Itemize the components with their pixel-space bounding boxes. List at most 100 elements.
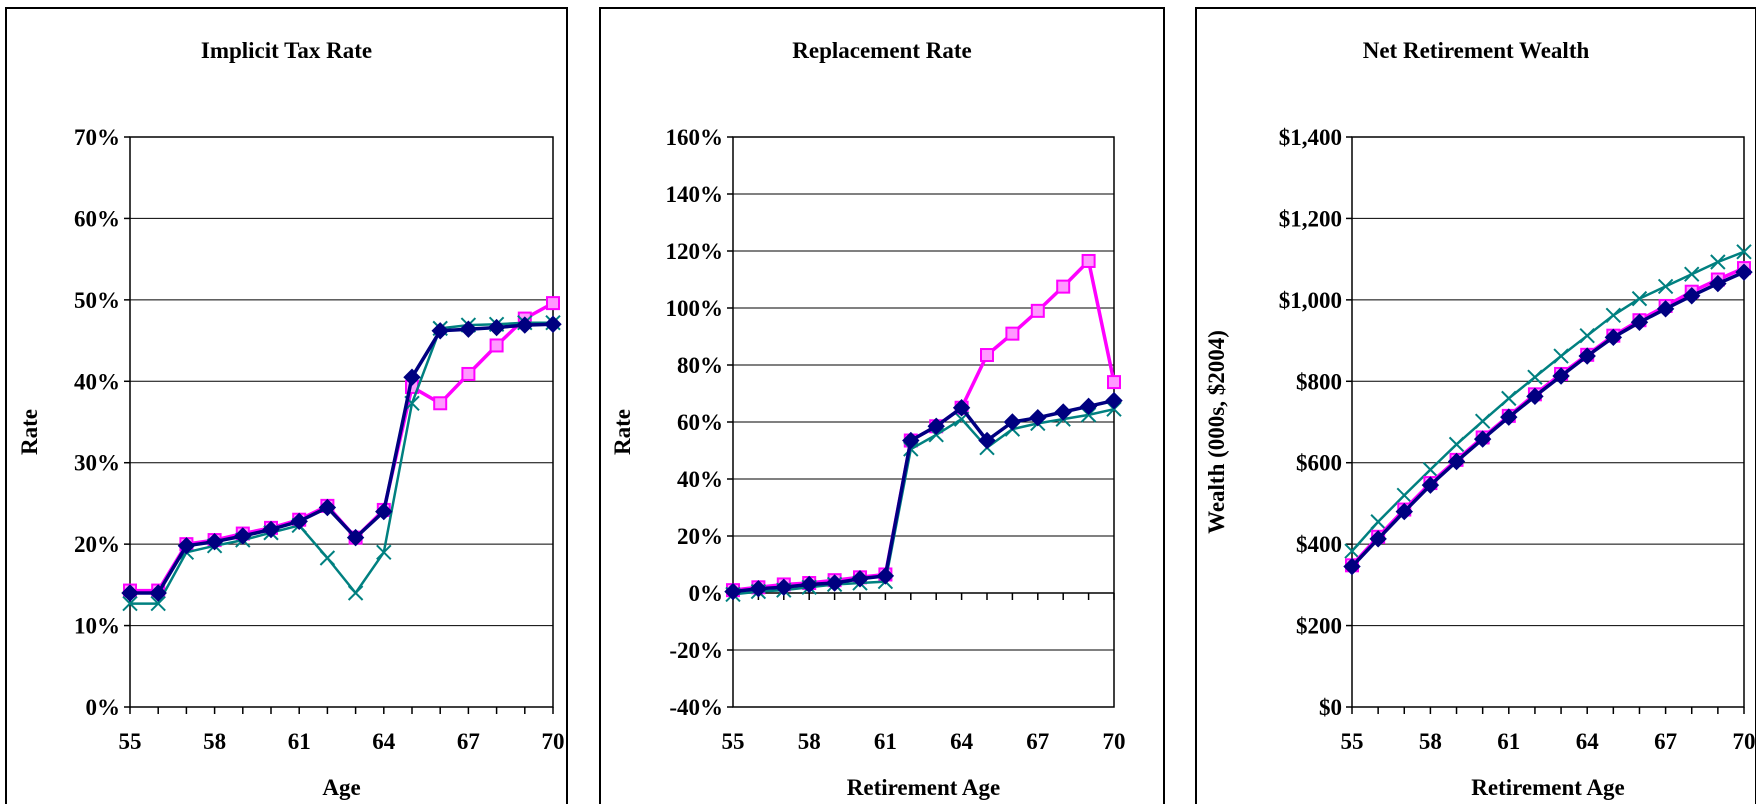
y-tick-label: $1,200 [1279, 206, 1342, 231]
y-tick-label: 100% [666, 296, 724, 321]
series-diamond [724, 391, 1123, 601]
data-point [1630, 313, 1649, 331]
series-line [1351, 250, 1745, 552]
y-tick-label: $0 [1319, 695, 1342, 720]
data-point [1344, 543, 1360, 559]
y-tick-label: $1,400 [1279, 125, 1342, 150]
data-point [1056, 279, 1071, 294]
data-point [319, 550, 336, 566]
x-tick-label: 58 [1419, 729, 1442, 754]
y-tick-label: 0% [86, 695, 121, 720]
data-point [234, 527, 252, 545]
x-axis-label: Retirement Age [847, 775, 1001, 800]
data-point [1369, 530, 1387, 548]
x-tick-label: 61 [1497, 729, 1520, 754]
chart-panel-3: Net Retirement Wealth $0 $200 $400 $600 $800 $… [1195, 7, 1756, 804]
y-tick-label: $800 [1296, 369, 1342, 394]
data-point [749, 580, 768, 598]
data-point [1370, 514, 1386, 530]
series-cross [1344, 244, 1752, 559]
data-point [800, 575, 818, 594]
data-point [1552, 367, 1570, 385]
data-point [1447, 452, 1466, 471]
data-point [1030, 303, 1045, 318]
y-tick-label: $400 [1296, 532, 1342, 557]
series-line [130, 321, 553, 605]
chart-panel-2: Replacement Rate -40% -20% 0% 20% 40% 60% 80% 10… [599, 7, 1165, 804]
panel-border [5, 7, 568, 804]
y-tick-label: $200 [1296, 614, 1342, 639]
y-tick-label: 20% [74, 532, 120, 557]
data-point [902, 431, 920, 450]
data-point [1501, 390, 1517, 407]
x-tick-label: 70 [1103, 729, 1126, 754]
y-tick-label: 20% [677, 524, 723, 549]
data-point [403, 368, 421, 386]
data-point [487, 318, 506, 337]
data-point [376, 544, 392, 560]
y-tick-label: 160% [666, 125, 724, 150]
data-point [347, 585, 364, 601]
data-point [978, 431, 996, 450]
data-point [461, 366, 476, 381]
data-point [851, 570, 869, 588]
data-point [1683, 287, 1701, 305]
y-axis-label: Rate [17, 409, 42, 455]
data-point [1029, 409, 1047, 427]
data-point [375, 502, 393, 521]
data-point [290, 512, 308, 531]
chart-panel-1: Implicit Tax Rate 0% 10% 20% 30% 40% 50% 60% 70%… [5, 7, 568, 804]
series-line [732, 407, 1115, 596]
data-point [1656, 300, 1675, 318]
data-point [544, 315, 562, 333]
data-point [121, 584, 139, 602]
data-point [1474, 413, 1491, 429]
data-point [1421, 476, 1440, 494]
y-tick-label: 70% [74, 125, 120, 150]
y-tick-label: 120% [666, 239, 724, 264]
x-tick-label: 70 [1733, 729, 1756, 754]
data-point [205, 532, 224, 551]
x-tick-label: 67 [1654, 729, 1677, 754]
x-tick-label: 61 [874, 729, 897, 754]
y-tick-label: 30% [74, 451, 120, 476]
data-point [1709, 274, 1727, 293]
y-tick-label: -40% [669, 695, 723, 720]
x-tick-label: 67 [1026, 729, 1049, 754]
x-tick-label: 64 [1576, 729, 1600, 754]
y-tick-label: 140% [666, 182, 724, 207]
y-tick-label: 50% [74, 288, 120, 313]
data-point [1605, 307, 1622, 324]
data-point [1526, 387, 1544, 406]
data-point [1631, 290, 1648, 307]
y-tick-label: 60% [74, 206, 120, 231]
data-point [546, 296, 560, 311]
plot-area [732, 136, 1115, 708]
data-point [346, 528, 365, 547]
series-diamond [121, 315, 562, 602]
x-tick-label: 58 [203, 729, 226, 754]
plot-area [129, 136, 554, 708]
data-point [1553, 348, 1569, 364]
data-point [1005, 326, 1020, 341]
data-point [1578, 347, 1596, 365]
data-point [433, 396, 448, 411]
data-point [927, 417, 945, 435]
data-point [262, 520, 280, 539]
series-diamond [1343, 263, 1753, 576]
data-point [1473, 430, 1492, 448]
data-point [1003, 413, 1022, 431]
chart-title: Replacement Rate [792, 38, 971, 63]
data-point [1105, 391, 1123, 410]
data-point [1500, 408, 1518, 426]
data-point [980, 348, 994, 363]
data-point [431, 322, 449, 340]
data-point [1736, 244, 1752, 260]
data-point [1422, 461, 1439, 478]
data-point [1395, 502, 1413, 521]
data-point [1396, 487, 1412, 503]
data-point [1448, 436, 1465, 453]
y-tick-label: 60% [677, 410, 723, 435]
panel-border [1195, 7, 1756, 804]
